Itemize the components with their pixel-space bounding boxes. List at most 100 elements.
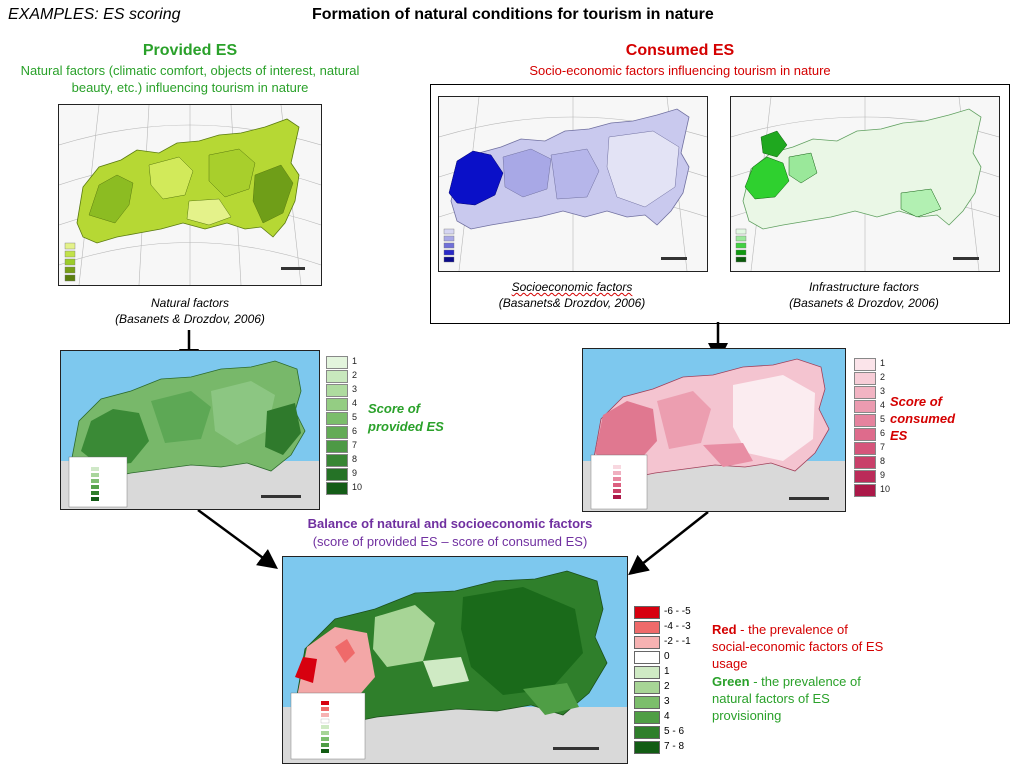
consumed-legend-label-6: 6 xyxy=(880,428,886,438)
provided-legend-label-10: 10 xyxy=(352,482,363,492)
balance-legend-swatch-2 xyxy=(634,621,660,634)
consumed-es-legend: 1 2 3 4 5 6 7 8 9 10 xyxy=(854,358,894,498)
provided-legend-swatch-5 xyxy=(326,412,348,425)
score-consumed-label-line3: ES xyxy=(890,428,908,443)
balance-legend-swatch-6 xyxy=(634,681,660,694)
score-provided-label-line2: provided ES xyxy=(368,419,444,434)
balance-legend-label-3: -2 - -1 xyxy=(664,636,691,647)
balance-legend-swatch-3 xyxy=(634,636,660,649)
balance-legend-label-9: 5 - 6 xyxy=(664,726,685,737)
balance-legend-label-2: -4 - -3 xyxy=(664,621,691,632)
examples-label: EXAMPLES: ES scoring xyxy=(8,6,181,23)
infrastructure-caption: Infrastructure factors xyxy=(808,280,920,294)
provided-legend-swatch-6 xyxy=(326,426,348,439)
provided-legend-swatch-1 xyxy=(326,356,348,369)
consumed-es-subtitle: Socio-economic factors influencing touri… xyxy=(529,63,831,78)
consumed-legend-swatch-2 xyxy=(854,372,876,385)
provided-legend-label-2: 2 xyxy=(352,370,358,380)
score-provided-label-line1: Score of xyxy=(368,401,421,416)
balance-legend-swatch-7 xyxy=(634,696,660,709)
provided-es-title: Provided ES xyxy=(142,42,238,59)
natural-factors-map xyxy=(58,104,322,286)
consumed-legend-label-4: 4 xyxy=(880,400,886,410)
provided-es-subtitle-line1: Natural factors (climatic comfort, objec… xyxy=(20,63,360,78)
consumed-legend-swatch-1 xyxy=(854,358,876,371)
green-note-line2: natural factors of ES xyxy=(712,691,830,706)
provided-legend-label-4: 4 xyxy=(352,398,358,408)
provided-legend-swatch-7 xyxy=(326,440,348,453)
balance-legend-label-7: 3 xyxy=(664,696,670,707)
consumed-factors-frame xyxy=(430,84,1010,324)
provided-legend-swatch-8 xyxy=(326,454,348,467)
provided-legend-swatch-2 xyxy=(326,370,348,383)
balance-legend: -6 - -5 -4 - -3 -2 - -1 0 1 2 3 4 5 - 6 … xyxy=(634,606,714,756)
arrow-consumed-to-balance xyxy=(628,511,709,576)
consumed-legend-label-3: 3 xyxy=(880,386,886,396)
balance-legend-label-5: 1 xyxy=(664,666,670,677)
provided-legend-label-3: 3 xyxy=(352,384,358,394)
score-consumed-label-line1: Score of xyxy=(890,394,943,409)
provided-legend-label-1: 1 xyxy=(352,356,358,366)
consumed-legend-swatch-5 xyxy=(854,414,876,427)
consumed-legend-label-9: 9 xyxy=(880,470,886,480)
balance-legend-label-4: 0 xyxy=(664,651,670,662)
consumed-es-score-map xyxy=(582,348,846,512)
consumed-es-title: Consumed ES xyxy=(625,42,735,59)
provided-legend-label-9: 9 xyxy=(352,468,358,478)
provided-es-subtitle-line2: beauty, etc.) influencing tourism in nat… xyxy=(71,80,309,95)
consumed-legend-label-10: 10 xyxy=(880,484,891,494)
consumed-legend-label-8: 8 xyxy=(880,456,886,466)
balance-legend-swatch-9 xyxy=(634,726,660,739)
red-note-bold: Red xyxy=(712,622,737,637)
balance-legend-label-1: -6 - -5 xyxy=(664,606,691,617)
provided-legend-swatch-3 xyxy=(326,384,348,397)
consumed-legend-swatch-8 xyxy=(854,456,876,469)
provided-legend-label-6: 6 xyxy=(352,426,358,436)
green-note-text: - the prevalence of xyxy=(749,674,861,689)
main-title: Formation of natural conditions for tour… xyxy=(312,6,714,23)
consumed-legend-swatch-9 xyxy=(854,470,876,483)
provided-legend-swatch-10 xyxy=(326,482,348,495)
natural-factors-caption: Natural factors xyxy=(150,296,230,310)
consumed-legend-swatch-3 xyxy=(854,386,876,399)
balance-legend-label-10: 7 - 8 xyxy=(664,741,685,752)
consumed-legend-swatch-7 xyxy=(854,442,876,455)
balance-legend-swatch-8 xyxy=(634,711,660,724)
infrastructure-citation: (Basanets & Drozdov, 2006) xyxy=(789,296,939,310)
consumed-legend-swatch-6 xyxy=(854,428,876,441)
red-note-line2: social-economic factors of ES xyxy=(712,639,884,654)
socioeconomic-caption: Socioeconomic factors xyxy=(438,280,706,294)
red-note-text: - the prevalence of xyxy=(736,622,848,637)
socioeconomic-citation: (Basanets& Drozdov, 2006) xyxy=(498,296,646,310)
provided-legend-label-5: 5 xyxy=(352,412,358,422)
consumed-legend-swatch-4 xyxy=(854,400,876,413)
balance-legend-swatch-10 xyxy=(634,741,660,754)
green-note-line1: Green - the prevalence of xyxy=(712,674,861,689)
socioeconomic-caption-text: Socioeconomic factors xyxy=(511,280,633,294)
provided-legend-swatch-4 xyxy=(326,398,348,411)
balance-legend-swatch-1 xyxy=(634,606,660,619)
natural-factors-citation: (Basanets & Drozdov, 2006) xyxy=(115,312,265,326)
provided-legend-label-8: 8 xyxy=(352,454,358,464)
balance-legend-label-8: 4 xyxy=(664,711,670,722)
balance-legend-label-6: 2 xyxy=(664,681,670,692)
balance-title: Balance of natural and socioeconomic fac… xyxy=(307,516,593,531)
red-note-line3: usage xyxy=(712,656,748,671)
green-note-line3: provisioning xyxy=(712,708,782,723)
score-consumed-label-line2: consumed xyxy=(890,411,956,426)
provided-es-score-map xyxy=(60,350,320,510)
balance-legend-swatch-5 xyxy=(634,666,660,679)
infrastructure-factors-map xyxy=(730,96,1000,272)
green-note-bold: Green xyxy=(712,674,750,689)
balance-legend-swatch-4 xyxy=(634,651,660,664)
consumed-legend-label-2: 2 xyxy=(880,372,886,382)
provided-legend-label-7: 7 xyxy=(352,440,358,450)
socioeconomic-factors-map xyxy=(438,96,708,272)
consumed-legend-label-5: 5 xyxy=(880,414,886,424)
consumed-legend-label-7: 7 xyxy=(880,442,886,452)
provided-legend-swatch-9 xyxy=(326,468,348,481)
provided-es-legend: 1 2 3 4 5 6 7 8 9 10 xyxy=(326,356,366,496)
balance-subtitle: (score of provided ES – score of consume… xyxy=(312,534,588,549)
red-note-line1: Red - the prevalence of xyxy=(712,622,848,637)
consumed-legend-swatch-10 xyxy=(854,484,876,497)
